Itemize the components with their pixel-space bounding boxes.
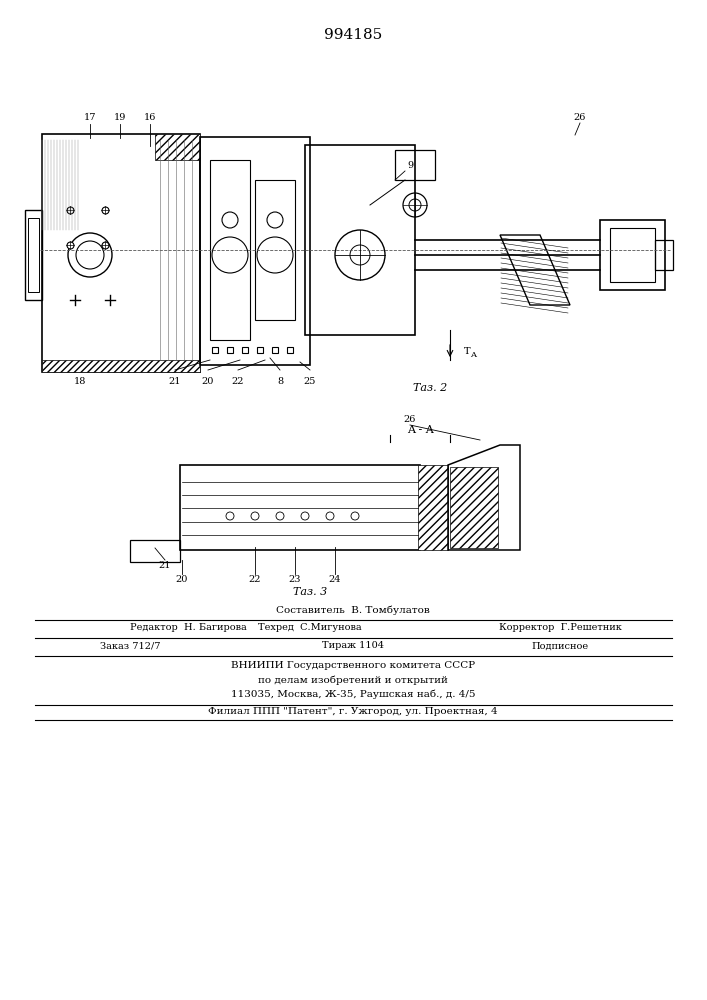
Text: 20: 20 (176, 576, 188, 584)
Text: 19: 19 (114, 113, 126, 122)
Bar (255, 180, 295, 320)
Text: Техред  С.Мигунова: Техред С.Мигунова (258, 624, 362, 633)
Text: 18: 18 (74, 377, 86, 386)
Text: 25: 25 (304, 377, 316, 386)
Bar (655, 240, 673, 270)
Bar (210, 160, 250, 340)
Text: Τаз. 2: Τаз. 2 (413, 383, 447, 393)
Text: 22: 22 (232, 377, 244, 386)
Text: 17: 17 (83, 113, 96, 122)
Text: T: T (464, 348, 470, 357)
Text: 21: 21 (169, 377, 181, 386)
Bar (418, 465, 448, 550)
Bar (28, 218, 39, 292)
Text: 24: 24 (329, 576, 341, 584)
Text: 994185: 994185 (324, 28, 382, 42)
Bar (155, 134, 200, 160)
Text: по делам изобретений и открытий: по делам изобретений и открытий (258, 675, 448, 685)
Text: Подписное: Подписное (532, 642, 588, 650)
Text: 26: 26 (574, 113, 586, 122)
Text: 20: 20 (201, 377, 214, 386)
Text: 21: 21 (159, 560, 171, 570)
Bar (200, 137, 310, 365)
Bar (25, 210, 42, 300)
Bar (42, 360, 200, 372)
Text: A: A (470, 351, 476, 359)
Text: 16: 16 (144, 113, 156, 122)
Bar (305, 145, 415, 335)
Bar (450, 467, 498, 548)
Text: 8: 8 (277, 377, 283, 386)
Bar (130, 540, 180, 562)
Text: Заказ 712/7: Заказ 712/7 (100, 642, 160, 650)
Text: ВНИИПИ Государственного комитета СССР: ВНИИПИ Государственного комитета СССР (231, 662, 475, 670)
Text: Составитель  В. Томбулатов: Составитель В. Томбулатов (276, 605, 430, 615)
Text: Редактор  Н. Багирова: Редактор Н. Багирова (130, 624, 247, 633)
Text: Тираж 1104: Тираж 1104 (322, 642, 384, 650)
Text: Филиал ППП "Патент", г. Ужгород, ул. Проектная, 4: Филиал ППП "Патент", г. Ужгород, ул. Про… (208, 708, 498, 716)
Text: 113035, Москва, Ж-35, Раушская наб., д. 4/5: 113035, Москва, Ж-35, Раушская наб., д. … (230, 689, 475, 699)
Text: 23: 23 (288, 576, 301, 584)
Bar (610, 228, 655, 282)
Text: A - A: A - A (407, 425, 433, 435)
Text: Корректор  Г.Решетник: Корректор Г.Решетник (498, 624, 621, 633)
Text: 9: 9 (407, 160, 413, 169)
Text: 22: 22 (249, 576, 262, 584)
Bar (395, 150, 435, 180)
Text: 26: 26 (404, 416, 416, 424)
Text: Τаз. 3: Τаз. 3 (293, 587, 327, 597)
Bar (180, 465, 420, 550)
Bar (600, 220, 665, 290)
Bar (42, 134, 200, 372)
